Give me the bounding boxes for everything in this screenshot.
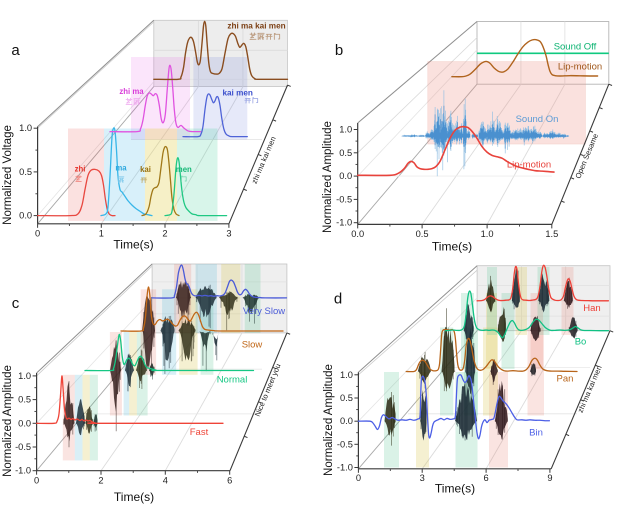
svg-text:0.0: 0.0	[351, 229, 364, 239]
svg-text:zhi: zhi	[75, 165, 86, 174]
svg-text:0.5: 0.5	[18, 395, 31, 405]
svg-text:-1.0: -1.0	[15, 466, 31, 476]
svg-text:-0.5: -0.5	[15, 442, 31, 452]
svg-text:a: a	[11, 42, 20, 59]
svg-text:zhi ma: zhi ma	[119, 87, 144, 96]
svg-text:1.0: 1.0	[18, 371, 31, 381]
svg-text:3: 3	[226, 228, 231, 238]
svg-text:Normalized Voltage: Normalized Voltage	[2, 125, 14, 225]
svg-text:1: 1	[99, 228, 104, 238]
svg-text:0.0: 0.0	[18, 418, 31, 428]
svg-text:Normalized Amplitude: Normalized Amplitude	[2, 365, 14, 477]
svg-text:1.0: 1.0	[340, 370, 353, 380]
svg-text:0.5: 0.5	[416, 229, 429, 239]
svg-text:Very Slow: Very Slow	[243, 306, 285, 317]
svg-text:Time(s): Time(s)	[432, 240, 472, 254]
svg-text:0.0: 0.0	[19, 211, 32, 221]
svg-text:Time(s): Time(s)	[435, 482, 475, 496]
svg-text:2: 2	[98, 475, 103, 485]
svg-text:Time(s): Time(s)	[114, 490, 154, 504]
svg-text:zhi ma kai men: zhi ma kai men	[227, 22, 285, 31]
svg-text:Sound On: Sound On	[516, 114, 559, 125]
svg-text:0.5: 0.5	[339, 148, 352, 158]
svg-text:b: b	[335, 42, 343, 59]
svg-text:1.0: 1.0	[19, 123, 32, 133]
svg-text:-0.5: -0.5	[337, 439, 353, 449]
svg-text:-0.5: -0.5	[336, 194, 352, 204]
svg-text:Lip-motion: Lip-motion	[507, 160, 551, 171]
svg-text:-1.0: -1.0	[337, 463, 353, 473]
svg-text:d: d	[334, 291, 342, 308]
svg-text:Bin: Bin	[529, 428, 543, 439]
svg-text:6: 6	[227, 475, 232, 485]
svg-text:2: 2	[162, 228, 167, 238]
svg-text:6: 6	[484, 473, 489, 483]
svg-text:Slow: Slow	[242, 340, 263, 351]
svg-text:ma: ma	[115, 164, 127, 173]
svg-text:1.0: 1.0	[339, 125, 352, 135]
svg-text:1.5: 1.5	[545, 229, 558, 239]
svg-text:3: 3	[420, 473, 425, 483]
svg-text:Fast: Fast	[190, 427, 209, 438]
svg-text:0.0: 0.0	[339, 171, 352, 181]
svg-text:Pan: Pan	[557, 374, 574, 385]
svg-text:0.5: 0.5	[340, 393, 353, 403]
svg-text:0: 0	[35, 228, 40, 238]
svg-text:Bo: Bo	[575, 337, 587, 348]
svg-text:9: 9	[547, 473, 552, 483]
svg-text:0: 0	[356, 473, 361, 483]
svg-text:4: 4	[163, 475, 168, 485]
svg-text:c: c	[12, 295, 20, 312]
svg-text:Normalized Amplitude: Normalized Amplitude	[322, 121, 334, 233]
svg-text:0.5: 0.5	[19, 167, 32, 177]
svg-text:1.0: 1.0	[481, 229, 494, 239]
svg-text:Sound Off: Sound Off	[554, 42, 597, 53]
svg-text:0.0: 0.0	[340, 416, 353, 426]
svg-text:Normalized Amplitude: Normalized Amplitude	[323, 364, 335, 476]
svg-text:0: 0	[34, 475, 39, 485]
svg-text:kai: kai	[140, 165, 151, 174]
svg-text:-1.0: -1.0	[336, 218, 352, 228]
svg-text:Time(s): Time(s)	[113, 238, 153, 252]
svg-text:men: men	[176, 165, 192, 174]
svg-text:kai men: kai men	[222, 89, 253, 98]
svg-text:Han: Han	[583, 303, 600, 314]
svg-text:Lip-motion: Lip-motion	[558, 62, 602, 73]
svg-text:Normal: Normal	[217, 375, 248, 386]
